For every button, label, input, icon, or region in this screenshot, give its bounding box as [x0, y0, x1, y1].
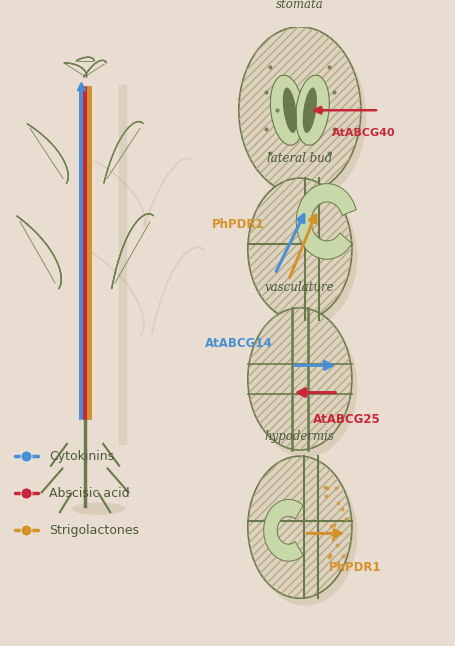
Ellipse shape — [296, 75, 329, 145]
Polygon shape — [145, 158, 193, 226]
Polygon shape — [64, 63, 86, 78]
Circle shape — [248, 178, 352, 320]
Polygon shape — [95, 161, 145, 226]
Text: Cytokinins: Cytokinins — [49, 450, 114, 463]
Text: AtABCG40: AtABCG40 — [332, 127, 395, 138]
Text: lateral bud: lateral bud — [267, 152, 333, 165]
Text: AtABCG14: AtABCG14 — [205, 337, 273, 349]
Text: vasculature: vasculature — [265, 281, 335, 295]
Ellipse shape — [270, 75, 304, 145]
Circle shape — [239, 27, 361, 194]
Polygon shape — [104, 121, 143, 183]
Text: PhPDR1: PhPDR1 — [212, 218, 264, 231]
Text: Abscisic acid: Abscisic acid — [49, 486, 130, 500]
Text: stomata: stomata — [276, 0, 324, 12]
Text: Strigolactones: Strigolactones — [49, 524, 139, 537]
Ellipse shape — [283, 87, 297, 133]
Polygon shape — [264, 499, 303, 561]
Circle shape — [248, 456, 352, 598]
Circle shape — [253, 464, 357, 606]
Polygon shape — [84, 60, 106, 78]
Polygon shape — [111, 214, 153, 289]
Text: PhPDR1: PhPDR1 — [329, 561, 382, 574]
Polygon shape — [88, 250, 144, 335]
Polygon shape — [152, 247, 204, 335]
Text: hypodermis: hypodermis — [265, 430, 335, 443]
Ellipse shape — [303, 87, 317, 133]
Ellipse shape — [71, 503, 126, 515]
Circle shape — [244, 34, 366, 201]
Polygon shape — [17, 216, 61, 289]
Circle shape — [253, 185, 357, 328]
Polygon shape — [76, 57, 94, 61]
Text: AtABCG25: AtABCG25 — [313, 413, 381, 426]
Polygon shape — [27, 123, 68, 183]
Circle shape — [248, 308, 352, 450]
Polygon shape — [296, 183, 356, 259]
Circle shape — [253, 315, 357, 457]
